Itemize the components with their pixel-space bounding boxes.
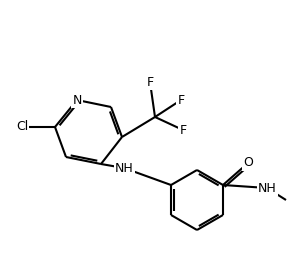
- Text: Cl: Cl: [16, 120, 28, 134]
- Text: F: F: [179, 123, 186, 136]
- Text: F: F: [177, 93, 185, 106]
- Text: NH: NH: [115, 162, 133, 174]
- Text: NH: NH: [258, 182, 276, 195]
- Text: F: F: [147, 75, 154, 88]
- Text: O: O: [243, 156, 253, 169]
- Text: N: N: [72, 93, 82, 106]
